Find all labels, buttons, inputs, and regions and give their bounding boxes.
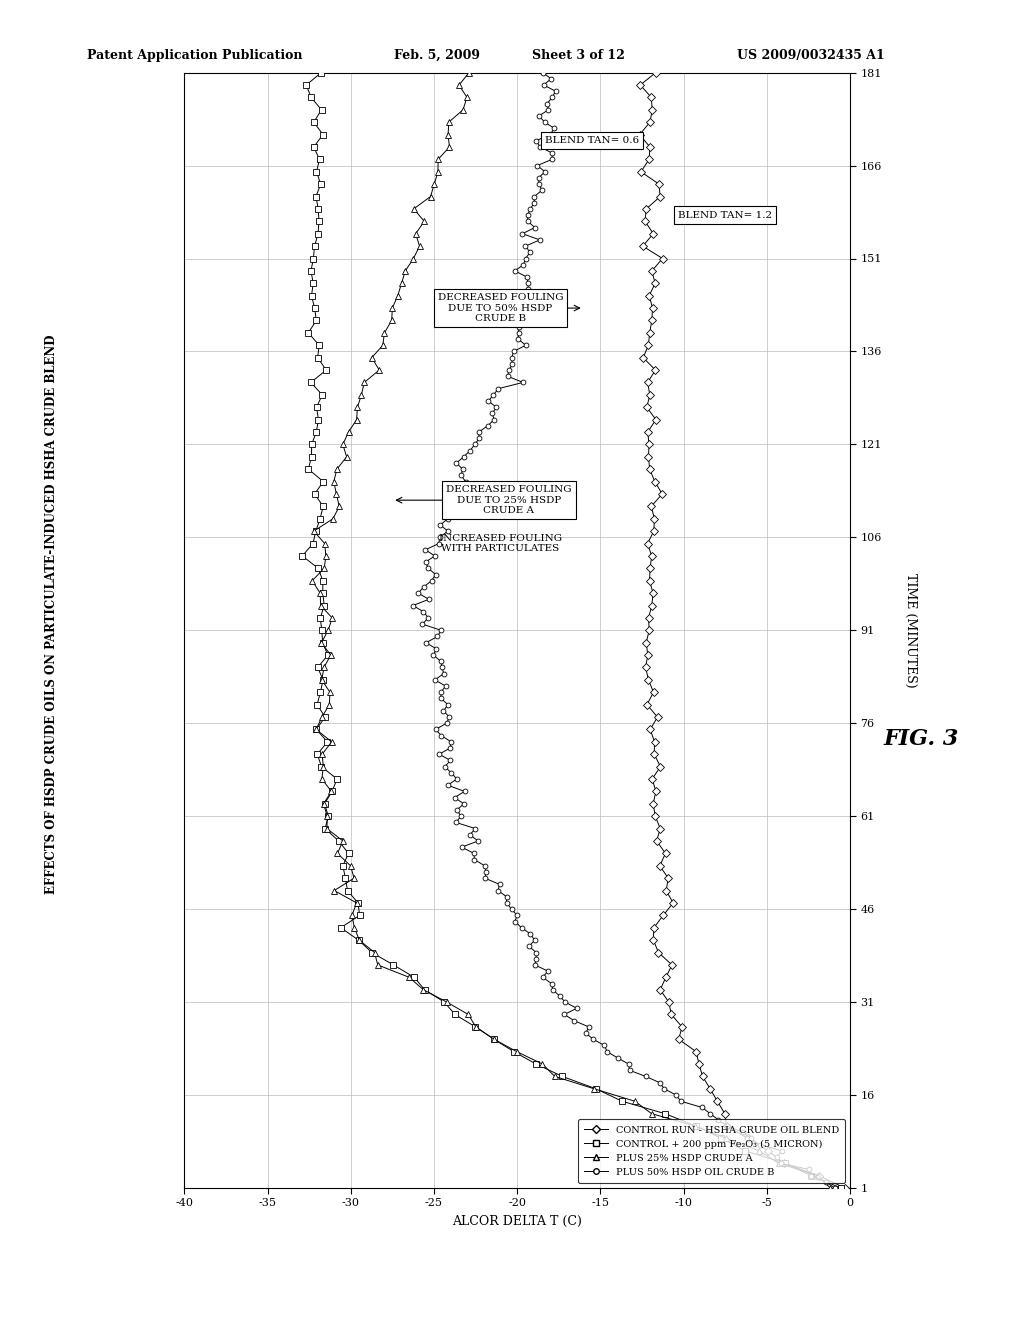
Text: BLEND TAN= 1.2: BLEND TAN= 1.2 <box>678 211 772 219</box>
Text: EFFECTS OF HSDP CRUDE OILS ON PARTICULATE-INDUCED HSHA CRUDE BLEND: EFFECTS OF HSDP CRUDE OILS ON PARTICULAT… <box>45 334 57 894</box>
Text: DECREASED FOULING
DUE TO 50% HSDP
CRUDE B: DECREASED FOULING DUE TO 50% HSDP CRUDE … <box>437 293 563 323</box>
Text: Patent Application Publication: Patent Application Publication <box>87 49 302 62</box>
Legend: CONTROL RUN - HSHA CRUDE OIL BLEND, CONTROL + 200 ppm Fe₂O₃ (5 MICRON), PLUS 25%: CONTROL RUN - HSHA CRUDE OIL BLEND, CONT… <box>579 1119 845 1183</box>
Text: Feb. 5, 2009: Feb. 5, 2009 <box>394 49 480 62</box>
X-axis label: ALCOR DELTA T (C): ALCOR DELTA T (C) <box>453 1216 582 1229</box>
Text: DECREASED FOULING
DUE TO 25% HSDP
CRUDE A: DECREASED FOULING DUE TO 25% HSDP CRUDE … <box>446 486 571 515</box>
Y-axis label: TIME (MINUTES): TIME (MINUTES) <box>904 573 916 688</box>
Text: FIG. 3: FIG. 3 <box>884 729 959 750</box>
Text: Sheet 3 of 12: Sheet 3 of 12 <box>532 49 626 62</box>
Text: US 2009/0032435 A1: US 2009/0032435 A1 <box>737 49 885 62</box>
Text: INCREASED FOULING
WITH PARTICULATES: INCREASED FOULING WITH PARTICULATES <box>439 533 562 553</box>
Text: BLEND TAN= 0.6: BLEND TAN= 0.6 <box>545 136 639 145</box>
